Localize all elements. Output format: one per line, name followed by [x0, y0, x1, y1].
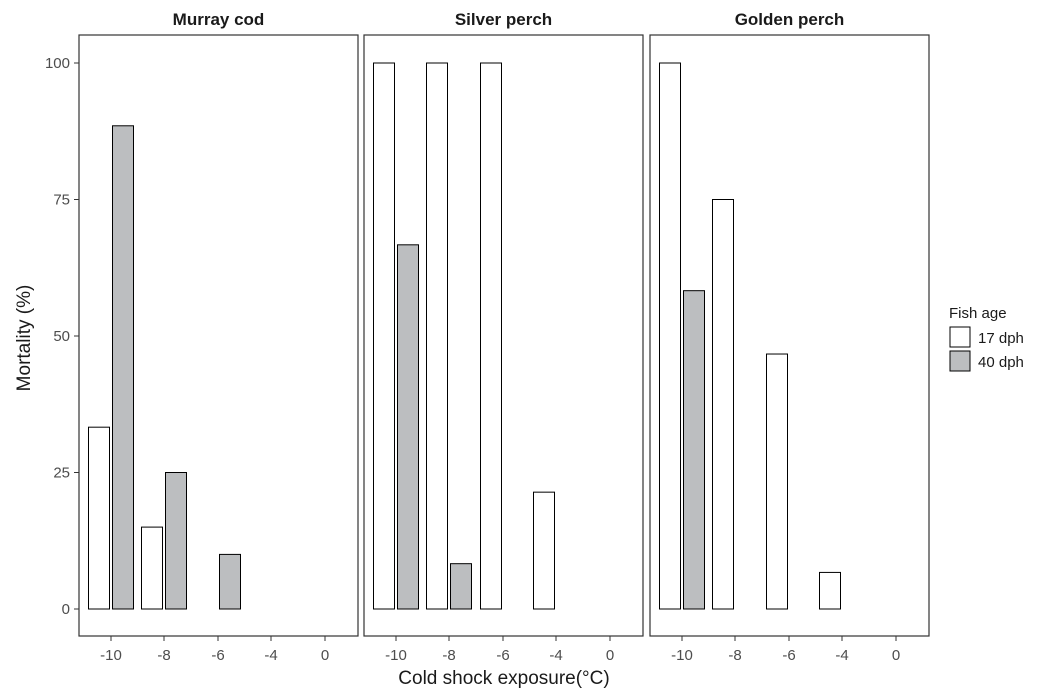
x-tick-label-silver-perch-10: -10	[385, 647, 407, 664]
facet-title-silver-perch: Silver perch	[455, 10, 552, 29]
facet-golden-perch: Golden perch -10 -8 -6 -4 0	[649, 10, 930, 664]
bar-murray-cod-40-dph-6	[219, 553, 241, 610]
legend: Fish age 17 dph 40 dph	[949, 305, 1024, 372]
y-axis: 0 25 50 75 100	[45, 55, 79, 618]
bar-golden-perch-17-dph-4	[819, 571, 841, 610]
x-tick-label-murray-cod-6: -6	[211, 647, 224, 664]
bar-murray-cod-17-dph-8	[141, 526, 163, 610]
x-tick-label-silver-perch-8: -8	[442, 647, 455, 664]
bar-silver-perch-17-dph-4	[533, 491, 555, 610]
y-tick-label-25: 25	[53, 465, 70, 482]
bar-golden-perch-17-dph-8	[712, 199, 734, 610]
y-tick-label-0: 0	[62, 601, 70, 618]
facet-title-murray-cod: Murray cod	[173, 10, 265, 29]
facet-panels: Murray cod -10 -8 -6 -4 0 Silver perch -10 -8 -6 -…	[78, 10, 930, 664]
bar-silver-perch-40-dph-10	[397, 244, 419, 610]
x-tick-label-golden-perch-10: -10	[671, 647, 693, 664]
bar-silver-perch-17-dph-10	[373, 62, 395, 610]
y-tick-label-100: 100	[45, 55, 70, 72]
bar-golden-perch-40-dph-10	[683, 290, 705, 610]
x-tick-label-golden-perch-8: -8	[728, 647, 741, 664]
y-axis-title: Mortality (%)	[14, 285, 35, 392]
x-tick-label-murray-cod-8: -8	[157, 647, 170, 664]
x-tick-label-murray-cod-4: -4	[264, 647, 277, 664]
y-tick-label-50: 50	[53, 328, 70, 345]
x-tick-label-golden-perch-4: -4	[835, 647, 848, 664]
facet-murray-cod: Murray cod -10 -8 -6 -4 0	[78, 10, 359, 664]
bar-silver-perch-40-dph-8	[450, 563, 472, 610]
bar-golden-perch-17-dph-10	[659, 62, 681, 610]
bar-golden-perch-17-dph-6	[766, 353, 788, 610]
legend-title: Fish age	[949, 305, 1007, 322]
bar-silver-perch-17-dph-8	[426, 62, 448, 610]
legend-label-40-dph: 40 dph	[978, 354, 1024, 371]
x-tick-label-silver-perch-6: -6	[496, 647, 509, 664]
bar-murray-cod-17-dph-10	[88, 426, 110, 610]
x-tick-label-murray-cod-0: 0	[321, 647, 329, 664]
x-tick-label-golden-perch-0: 0	[892, 647, 900, 664]
x-tick-label-silver-perch-0: 0	[606, 647, 614, 664]
bar-silver-perch-17-dph-6	[480, 62, 502, 610]
bar-murray-cod-40-dph-8	[165, 472, 187, 610]
x-axis-title: Cold shock exposure(°C)	[398, 668, 609, 689]
legend-key-17-dph	[949, 326, 971, 348]
x-tick-label-golden-perch-6: -6	[782, 647, 795, 664]
facet-title-golden-perch: Golden perch	[735, 10, 845, 29]
x-tick-label-silver-perch-4: -4	[549, 647, 562, 664]
facet-silver-perch: Silver perch -10 -8 -6 -4 0	[363, 10, 644, 664]
legend-key-40-dph	[949, 350, 971, 372]
legend-label-17-dph: 17 dph	[978, 330, 1024, 347]
bar-murray-cod-40-dph-10	[112, 125, 134, 610]
y-tick-label-75: 75	[53, 192, 70, 209]
x-tick-label-murray-cod-10: -10	[100, 647, 122, 664]
